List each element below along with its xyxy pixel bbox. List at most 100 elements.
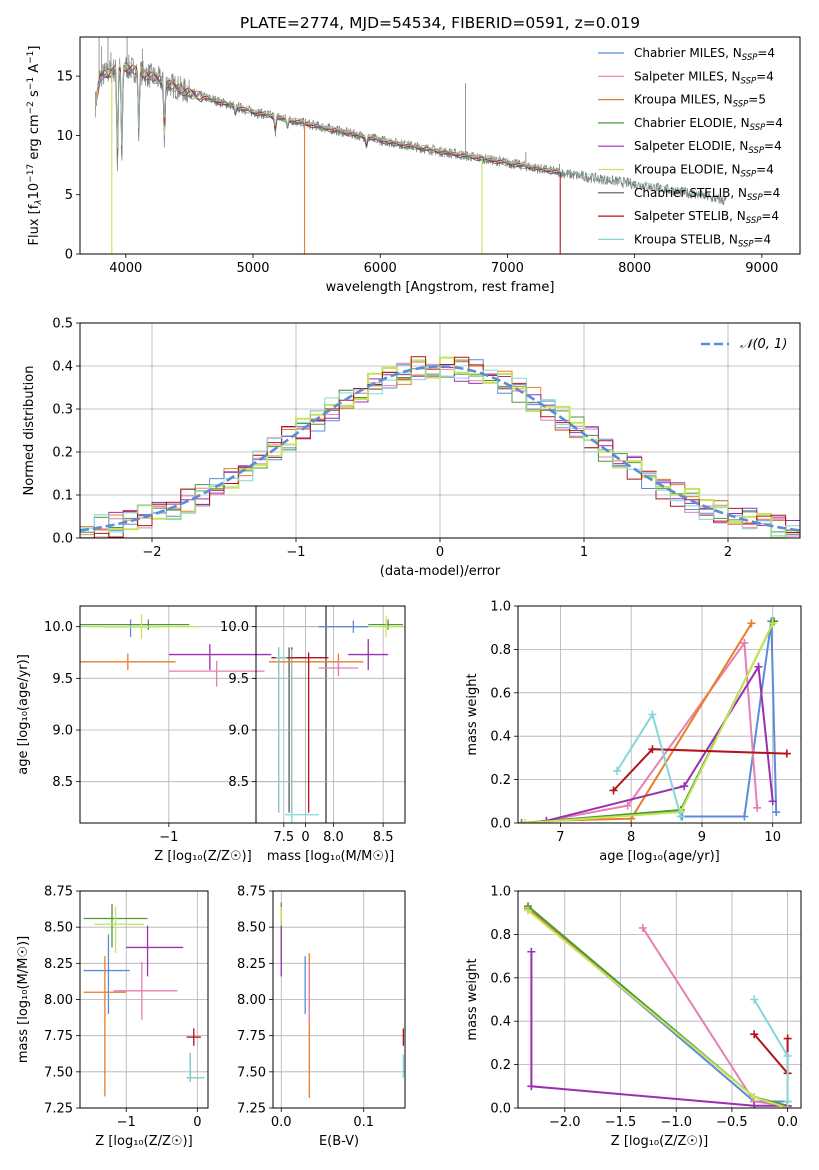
- legend-name: Chabrier STELIB, N: [634, 186, 747, 200]
- y-tick-label: 8.50: [44, 921, 73, 936]
- age_vs_z-panel: −1 0 8.5 9.0 9.5 10.0 Z [log₁₀(Z/Z☉)] age [log₁…: [16, 605, 327, 864]
- y-axis-label: Flux [fλ10−17 erg cm−2 s−1 A−1]: [26, 46, 44, 246]
- weight-marker-kroupa_stelib: [648, 710, 657, 719]
- y-tick-label: 15: [56, 70, 73, 85]
- weight-marker-kroupa_stelib: [613, 766, 622, 775]
- weight-marker-kroupa_elodie: [768, 619, 777, 628]
- axes-frame: [517, 890, 802, 1109]
- y-tick-label: 0.0: [490, 817, 511, 832]
- x-tick-label: 4000: [109, 261, 142, 276]
- weight-marker-salpeter_miles: [638, 923, 647, 932]
- y-tick-label: 5: [65, 188, 73, 203]
- x-tick-label: −0.5: [716, 1115, 748, 1130]
- legend-entry: Chabrier MILES, NSSP=4: [634, 46, 775, 63]
- grid-lines: [256, 606, 405, 823]
- x-tick-label: 1: [580, 545, 588, 560]
- legend-tail: =4: [754, 232, 772, 246]
- y-axis-label-part: −17: [26, 164, 36, 183]
- y-tick-label: 0.4: [52, 360, 73, 375]
- legend-sub: SSP: [738, 239, 754, 249]
- y-tick-label: 7.75: [237, 1029, 266, 1044]
- legend-name: Kroupa STELIB, N: [634, 232, 738, 246]
- axes-frame: [79, 605, 327, 824]
- axes: 7 8 9 10 0.0 0.2 0.4 0.6 0.8 1.0 age [log₁₀(age/yr…: [465, 600, 802, 864]
- weight-line-salpeter_miles: [641, 927, 788, 1107]
- weight-line-kroupa_elodie: [525, 622, 774, 823]
- legend-entry: Salpeter STELIB, NSSP=4: [634, 209, 779, 226]
- x-tick-label: 5000: [236, 261, 269, 276]
- axes-frame: [79, 36, 801, 255]
- y-tick-label: 9.5: [228, 672, 249, 687]
- y-tick-label: 7.25: [237, 1102, 266, 1117]
- normal-distribution-curve: [80, 365, 800, 532]
- legend-entry: Salpeter ELODIE, NSSP=4: [634, 139, 782, 156]
- legend-entry: Kroupa MILES, NSSP=5: [634, 93, 766, 110]
- mass_vs_ebv-panel: 0.0 0.1 7.25 7.50 7.75 8.00 8.25 8.50 8.75 E(B-V): [237, 885, 406, 1149]
- y-tick-label: 8.00: [44, 993, 73, 1008]
- y-tick-label: 7.75: [44, 1029, 73, 1044]
- axes: 7.5 8.0 8.5 8.5 9.0 9.5 10.0 mass [log₁₀(M/M☉)]: [220, 605, 406, 864]
- weight-marker-kroupa_stelib: [783, 1051, 792, 1060]
- y-axis-label-part: A: [27, 64, 42, 77]
- data-spectrum-line: [94, 54, 727, 206]
- x-tick-label: 0.0: [271, 1115, 292, 1130]
- axes: −2.0 −1.5 −1.0 −0.5 0.0 0.0 0.2 0.4 0.6 0.8 1.0 Z […: [465, 885, 802, 1149]
- y-tick-label: 1.0: [490, 600, 511, 615]
- grid-lines: [80, 890, 208, 1109]
- model-spectrum-kroupa_stelib: [97, 62, 724, 200]
- x-axis-label: age [log₁₀(age/yr)]: [599, 849, 720, 864]
- legend-entry: Kroupa ELODIE, NSSP=4: [634, 163, 774, 180]
- x-tick-label: 6000: [364, 261, 397, 276]
- x-tick-label: 0.0: [777, 1115, 798, 1130]
- x-tick-label: 9: [698, 830, 706, 845]
- y-tick-label: 7.50: [237, 1065, 266, 1080]
- weight_vs_z-panel: −2.0 −1.5 −1.0 −0.5 0.0 0.0 0.2 0.4 0.6 0.8 1.0 Z […: [465, 885, 802, 1149]
- weight-line-salpeter_miles: [546, 640, 759, 822]
- legend-sub: SSP: [741, 76, 757, 86]
- y-tick-label: 0.3: [52, 403, 73, 418]
- y-tick-label: 10.0: [44, 620, 73, 635]
- legend-sub: SSP: [746, 216, 762, 226]
- y-tick-label: 8.25: [237, 957, 266, 972]
- y-axis-label: mass weight: [465, 673, 480, 755]
- x-axis-label: mass [log₁₀(M/M☉)]: [267, 849, 394, 864]
- y-tick-label: 0.4: [490, 730, 511, 745]
- legend-name: Salpeter ELODIE, N: [634, 139, 748, 153]
- y-tick-label: 8.75: [237, 885, 266, 900]
- legend-name: Chabrier MILES, N: [634, 46, 742, 60]
- model-spectrum-salpeter_stelib: [97, 64, 562, 173]
- legend-tail: =4: [764, 139, 782, 153]
- weight-marker-salpeter_elodie: [750, 1101, 759, 1108]
- plot-area: [83, 904, 205, 1097]
- model-spectrum-chabrier_elodie: [94, 63, 564, 176]
- legend-tail: =4: [756, 163, 774, 177]
- plot-area: [524, 902, 792, 1108]
- weight-marker-kroupa_miles: [747, 619, 756, 628]
- weight-marker-kroupa_stelib: [676, 812, 685, 821]
- axes-frame: [517, 605, 802, 824]
- legend-name: Kroupa MILES, N: [634, 93, 733, 107]
- legend-tail: =4: [763, 186, 781, 200]
- x-tick-label: −1: [117, 1115, 136, 1130]
- y-axis-label: mass weight: [465, 958, 480, 1040]
- x-tick-label: −2.0: [549, 1115, 581, 1130]
- legend: 𝒩(0, 1): [701, 337, 787, 352]
- weight_vs_age-panel: 7 8 9 10 0.0 0.2 0.4 0.6 0.8 1.0 age [log₁₀(age/yr…: [465, 600, 802, 864]
- weight-marker-salpeter_elodie: [768, 797, 777, 806]
- legend-sub: SSP: [748, 146, 764, 156]
- y-tick-label: 9.5: [52, 672, 73, 687]
- x-tick-label: −1: [286, 545, 305, 560]
- y-axis-label: age [log₁₀(age/yr)]: [16, 654, 31, 775]
- weight-marker-salpeter_miles: [753, 803, 762, 812]
- weight-marker-kroupa_stelib: [750, 995, 759, 1004]
- histogram-kroupa_stelib: [80, 366, 800, 537]
- legend-entry: Chabrier ELODIE, NSSP=4: [634, 116, 783, 133]
- y-tick-label: 0.4: [490, 1015, 511, 1030]
- weight-marker-salpeter_elodie: [527, 1082, 536, 1091]
- y-tick-label: 0.8: [490, 928, 511, 943]
- y-axis-label-part: λ: [34, 199, 44, 205]
- y-tick-label: 7.50: [44, 1065, 73, 1080]
- x-tick-label: 7.5: [273, 830, 294, 845]
- axes: −1 0 7.25 7.50 7.75 8.00 8.25 8.50 8.75 Z [log₁₀(…: [16, 885, 209, 1149]
